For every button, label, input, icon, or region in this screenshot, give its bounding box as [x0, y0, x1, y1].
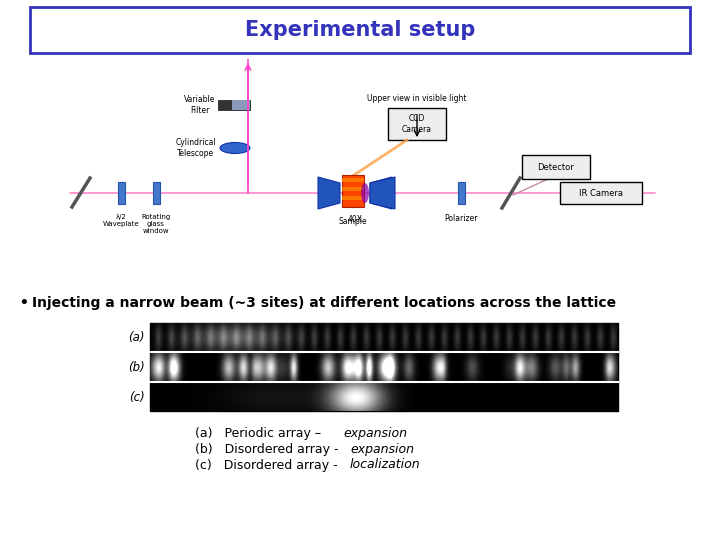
Text: Rotating
glass
window: Rotating glass window — [141, 214, 171, 234]
Text: •: • — [18, 294, 29, 312]
Text: expansion: expansion — [343, 427, 407, 440]
Bar — [342, 187, 364, 191]
Polygon shape — [318, 177, 340, 209]
Bar — [30, 7, 690, 53]
Bar — [342, 178, 364, 182]
Text: (b): (b) — [128, 361, 145, 374]
Bar — [218, 100, 250, 110]
Text: Sample: Sample — [338, 217, 367, 226]
Bar — [232, 100, 250, 110]
Bar — [458, 182, 465, 204]
Bar — [388, 108, 446, 140]
Text: (a)   Periodic array –: (a) Periodic array – — [195, 427, 325, 440]
Polygon shape — [370, 177, 395, 209]
Bar — [150, 323, 618, 411]
Bar — [153, 182, 160, 204]
Polygon shape — [370, 177, 392, 209]
Text: Cylindrical
Telescope: Cylindrical Telescope — [176, 138, 216, 158]
Text: Polarizer: Polarizer — [444, 214, 478, 223]
Text: λ/2
Waveplate: λ/2 Waveplate — [103, 214, 139, 227]
Text: (c)   Disordered array -: (c) Disordered array - — [195, 458, 341, 471]
Text: expansion: expansion — [350, 442, 414, 456]
Text: (c): (c) — [130, 390, 145, 403]
Text: Variable
Filter: Variable Filter — [184, 95, 216, 114]
Bar — [522, 155, 590, 179]
Text: Upper view in visible light: Upper view in visible light — [367, 94, 467, 103]
Text: CCD
Camera: CCD Camera — [402, 114, 432, 134]
Bar — [118, 182, 125, 204]
Text: (b)   Disordered array -: (b) Disordered array - — [195, 442, 343, 456]
Text: localization: localization — [350, 458, 420, 471]
Bar — [342, 196, 364, 200]
Bar — [342, 175, 364, 207]
Ellipse shape — [361, 183, 369, 203]
Text: Detector: Detector — [538, 163, 575, 172]
Bar — [560, 182, 642, 204]
Text: 40X: 40X — [348, 215, 362, 224]
Text: (a): (a) — [128, 330, 145, 343]
Text: Experimental setup: Experimental setup — [245, 20, 475, 40]
Text: Injecting a narrow beam (~3 sites) at different locations across the lattice: Injecting a narrow beam (~3 sites) at di… — [32, 296, 616, 310]
Text: IR Camera: IR Camera — [579, 188, 623, 198]
Ellipse shape — [220, 143, 250, 153]
